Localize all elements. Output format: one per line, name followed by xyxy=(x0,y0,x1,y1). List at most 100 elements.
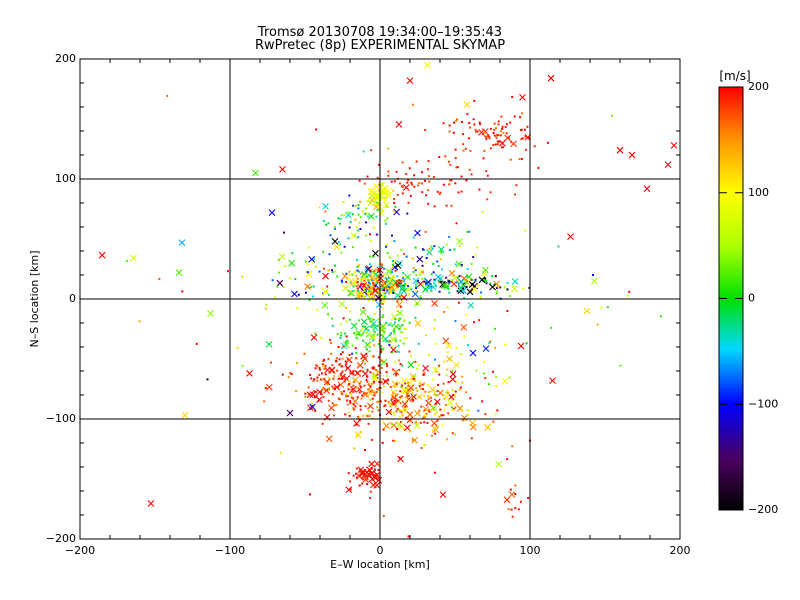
data-point-dot xyxy=(379,400,382,403)
data-point-dot xyxy=(337,240,340,243)
data-point-dot xyxy=(461,381,464,384)
data-point-dot xyxy=(332,375,335,378)
data-point-dot xyxy=(478,121,481,124)
data-point-dot xyxy=(397,350,400,353)
data-point-dot xyxy=(352,204,355,207)
data-point-dot xyxy=(492,420,495,423)
data-point-dot xyxy=(345,395,348,398)
data-point-dot xyxy=(619,364,622,367)
data-point-dot xyxy=(383,280,386,283)
data-point-dot xyxy=(314,265,317,268)
data-point-dot xyxy=(375,281,378,284)
data-point-dot xyxy=(446,351,449,354)
data-point-dot xyxy=(396,300,399,303)
data-point-cross xyxy=(416,255,424,263)
data-point-dot xyxy=(362,339,365,342)
data-point-dot xyxy=(289,372,292,375)
data-point-dot xyxy=(364,268,367,271)
data-point-dot xyxy=(395,339,398,342)
data-point-dot xyxy=(348,274,351,277)
data-point-dot xyxy=(419,387,422,390)
data-point-dot xyxy=(378,321,381,324)
data-point-cross xyxy=(567,233,574,240)
data-point-dot xyxy=(484,135,487,138)
data-point-dot xyxy=(488,341,491,344)
data-point-dot xyxy=(508,295,511,298)
data-point-cross xyxy=(431,300,438,307)
data-point-dot xyxy=(392,439,395,442)
data-point-dot xyxy=(412,377,415,380)
plot-frame xyxy=(79,58,681,540)
data-point-cross xyxy=(446,355,453,363)
data-point-dot xyxy=(370,334,373,337)
data-point-dot xyxy=(351,246,354,249)
data-point-cross xyxy=(265,383,273,391)
data-point-dot xyxy=(304,291,307,294)
data-point-dot xyxy=(400,248,403,251)
data-point-dot xyxy=(376,269,379,272)
data-point-cross xyxy=(328,404,335,412)
data-point-dot xyxy=(365,207,368,210)
data-point-dot xyxy=(445,276,448,279)
data-point-dot xyxy=(371,278,374,281)
data-point-dot xyxy=(489,340,492,343)
data-point-cross xyxy=(246,370,253,377)
data-point-dot xyxy=(373,335,376,338)
data-point-dot xyxy=(448,282,451,285)
data-point-cross xyxy=(373,482,381,489)
data-point-cross xyxy=(469,419,476,427)
data-point-dot xyxy=(373,344,376,347)
data-point-dot xyxy=(454,406,457,409)
data-point-cross xyxy=(310,334,318,341)
data-point-dot xyxy=(339,323,342,326)
data-point-dot xyxy=(306,263,309,266)
data-point-dot xyxy=(357,415,360,418)
data-point-dot xyxy=(487,135,490,138)
data-point-dot xyxy=(381,191,384,194)
data-point-dot xyxy=(391,271,394,274)
data-point-cross xyxy=(130,254,137,262)
data-point-dot xyxy=(289,277,292,280)
data-point-dot xyxy=(345,272,348,275)
data-point-dot xyxy=(381,441,384,444)
data-point-dot xyxy=(384,404,387,407)
data-point-dot xyxy=(427,160,430,163)
data-point-dot xyxy=(402,391,405,394)
data-point-dot xyxy=(322,220,325,223)
data-point-dot xyxy=(346,399,349,402)
data-point-dot xyxy=(465,391,468,394)
data-point-cross xyxy=(279,166,286,173)
data-point-dot xyxy=(352,370,355,373)
data-point-dot xyxy=(388,334,391,337)
data-point-dot xyxy=(369,371,372,374)
data-point-dot xyxy=(342,317,345,320)
data-point-dot xyxy=(359,369,362,372)
data-point-dot xyxy=(454,157,457,160)
data-point-dot xyxy=(356,287,359,290)
data-point-dot xyxy=(413,174,416,177)
data-point-dot xyxy=(405,328,408,331)
data-point-cross xyxy=(347,277,355,285)
data-point-dot xyxy=(347,211,350,214)
data-point-dot xyxy=(376,291,379,294)
data-point-dot xyxy=(341,370,344,373)
data-point-dot xyxy=(354,297,357,300)
data-point-dot xyxy=(399,410,402,413)
data-point-cross xyxy=(361,271,368,278)
data-point-dot xyxy=(359,216,362,219)
data-point-dot xyxy=(340,214,343,217)
data-point-dot xyxy=(388,340,391,343)
data-point-dot xyxy=(494,346,497,349)
data-point-cross xyxy=(371,375,379,382)
data-point-dot xyxy=(440,249,443,252)
data-point-dot xyxy=(373,474,376,477)
data-point-cross xyxy=(517,342,525,350)
data-point-cross xyxy=(276,279,284,287)
data-point-dot xyxy=(372,318,375,321)
data-point-dot xyxy=(425,282,428,285)
scatter-points xyxy=(98,61,678,538)
data-point-dot xyxy=(372,339,375,342)
data-point-cross xyxy=(508,491,516,498)
data-point-dot xyxy=(387,174,390,177)
data-point-dot xyxy=(357,229,360,232)
